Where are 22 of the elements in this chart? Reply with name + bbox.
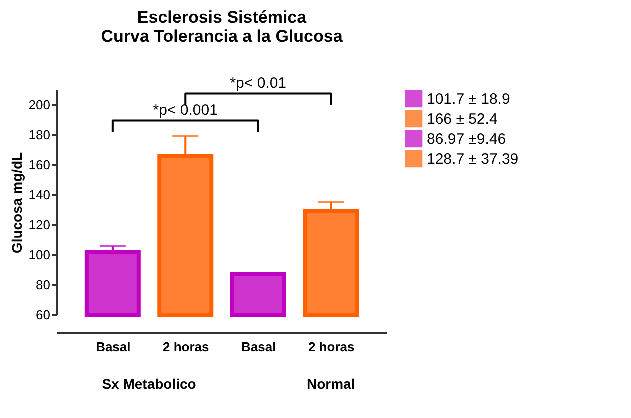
y-axis-title: Glucosa mg/dL — [8, 152, 25, 254]
x-tick-label: 2 horas — [163, 340, 210, 354]
annotation: *p< 0.01 — [230, 74, 287, 92]
legend-label: 128.7 ± 37.39 — [427, 151, 519, 168]
legend-label: 166 ± 52.4 — [427, 111, 498, 128]
y-tick-label: 100 — [28, 248, 50, 262]
chart-title: Esclerosis Sistémica Curva Tolerancia a la Glucosa — [101, 8, 344, 46]
y-tick-label: 140 — [28, 188, 50, 202]
y-tick-label: 120 — [28, 218, 50, 232]
text: Normal — [306, 376, 356, 392]
y-tick-label: 180 — [28, 128, 50, 142]
y-tick-label: 80 — [36, 278, 50, 292]
y-tick-label: 60 — [36, 308, 50, 322]
y-tick-label: 160 — [28, 158, 50, 172]
legend-label: 101.7 ± 18.9 — [427, 91, 510, 108]
annotation: *p< 0.001 — [153, 102, 218, 119]
text: Sx Metabolico — [102, 376, 196, 392]
x-tick-label: Basal — [96, 340, 131, 354]
x-tick-label: 2 horas — [308, 340, 355, 354]
y-tick-label: 200 — [28, 98, 50, 112]
x-tick-label: Basal — [242, 340, 276, 354]
legend-label: 86.97 ±9.46 — [427, 131, 506, 148]
